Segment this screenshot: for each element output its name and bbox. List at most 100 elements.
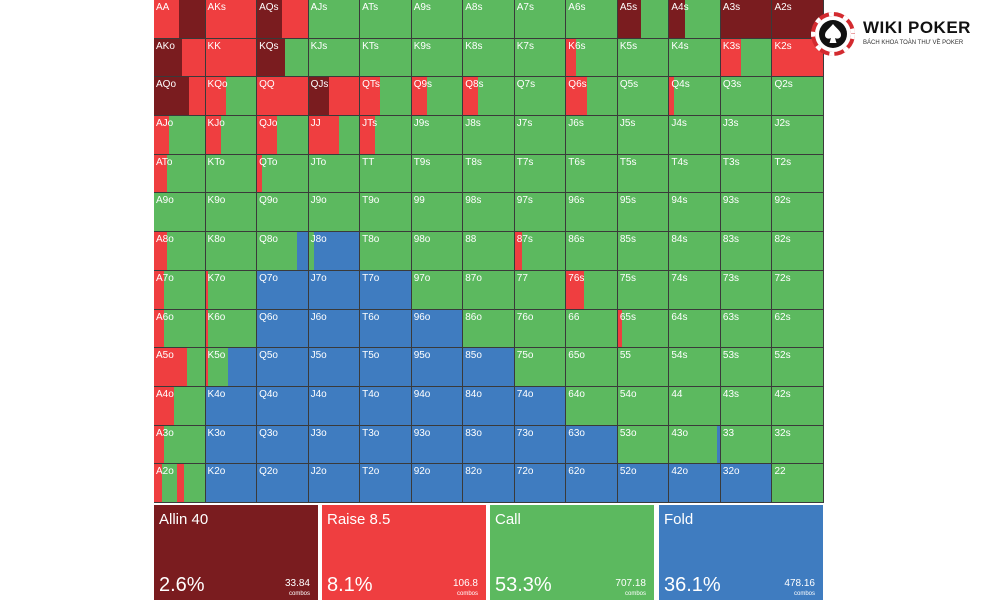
hand-cell[interactable]: 98s (463, 193, 515, 233)
hand-cell[interactable]: K7o (205, 270, 258, 310)
hand-cell[interactable]: 63o (566, 425, 618, 465)
hand-cell[interactable]: J4s (669, 116, 721, 155)
hand-cell[interactable]: T6o (360, 309, 412, 349)
hand-cell[interactable]: A6o (154, 309, 206, 349)
hand-cell[interactable]: 66 (566, 309, 618, 349)
hand-cell[interactable]: J6o (308, 309, 361, 349)
hand-cell[interactable]: J3s (720, 116, 773, 155)
hand-cell[interactable]: AJo (154, 116, 206, 155)
hand-cell[interactable]: 62o (566, 464, 618, 503)
hand-cell[interactable]: QTs (360, 77, 412, 117)
hand-cell[interactable]: 85s (617, 232, 670, 271)
summary-raise[interactable]: Raise 8.5 8.1% 106.8 combos (322, 505, 486, 600)
hand-cell[interactable]: J7o (308, 270, 361, 310)
hand-cell[interactable]: 94s (669, 193, 721, 233)
hand-cell[interactable]: T8s (463, 154, 515, 194)
hand-cell[interactable]: K9o (205, 193, 258, 233)
hand-cell[interactable]: A7s (514, 0, 567, 39)
hand-cell[interactable]: 83o (463, 425, 515, 465)
hand-cell[interactable]: 72s (772, 270, 824, 310)
hand-cell[interactable]: Q3o (257, 425, 309, 465)
summary-fold[interactable]: Fold 36.1% 478.16 combos (659, 505, 823, 600)
hand-cell[interactable]: Q4o (257, 386, 309, 426)
hand-cell[interactable]: 95s (617, 193, 670, 233)
hand-cell[interactable]: K2o (205, 464, 258, 503)
hand-cell[interactable]: JTo (308, 154, 361, 194)
hand-cell[interactable]: A3s (720, 0, 773, 39)
hand-cell[interactable]: T7s (514, 154, 567, 194)
hand-cell[interactable]: ATo (154, 154, 206, 194)
hand-cell[interactable]: AA (154, 0, 206, 39)
hand-cell[interactable]: 93o (411, 425, 464, 465)
hand-cell[interactable]: 99 (411, 193, 464, 233)
hand-cell[interactable]: 72o (514, 464, 567, 503)
hand-cell[interactable]: Q9s (411, 77, 464, 117)
hand-cell[interactable]: A3o (154, 425, 206, 465)
hand-cell[interactable]: A4s (669, 0, 721, 39)
summary-call[interactable]: Call 53.3% 707.18 combos (490, 505, 654, 600)
hand-cell[interactable]: K8s (463, 38, 515, 78)
hand-cell[interactable]: 22 (772, 464, 824, 503)
hand-cell[interactable]: K6s (566, 38, 618, 78)
hand-cell[interactable]: 92s (772, 193, 824, 233)
hand-cell[interactable]: 84o (463, 386, 515, 426)
hand-cell[interactable]: KJo (205, 116, 258, 155)
hand-cell[interactable]: 43s (720, 386, 773, 426)
hand-cell[interactable]: T3o (360, 425, 412, 465)
hand-cell[interactable]: J7s (514, 116, 567, 155)
hand-cell[interactable]: Q6s (566, 77, 618, 117)
hand-cell[interactable]: 95o (411, 348, 464, 387)
hand-cell[interactable]: 32s (772, 425, 824, 465)
hand-cell[interactable]: T6s (566, 154, 618, 194)
hand-cell[interactable]: K3s (720, 38, 773, 78)
hand-cell[interactable]: Q9o (257, 193, 309, 233)
hand-cell[interactable]: ATs (360, 0, 412, 39)
hand-cell[interactable]: Q8s (463, 77, 515, 117)
hand-cell[interactable]: KTs (360, 38, 412, 78)
hand-cell[interactable]: 63s (720, 309, 773, 349)
hand-cell[interactable]: 73s (720, 270, 773, 310)
hand-cell[interactable]: 86s (566, 232, 618, 271)
hand-cell[interactable]: 88 (463, 232, 515, 271)
hand-cell[interactable]: AJs (308, 0, 361, 39)
hand-cell[interactable]: 75o (514, 348, 567, 387)
hand-cell[interactable]: AQs (257, 0, 309, 39)
hand-cell[interactable]: 64s (669, 309, 721, 349)
hand-cell[interactable]: QQ (257, 77, 309, 117)
hand-cell[interactable]: J2s (772, 116, 824, 155)
hand-cell[interactable]: J5o (308, 348, 361, 387)
hand-cell[interactable]: KK (205, 38, 258, 78)
hand-cell[interactable]: K5s (617, 38, 670, 78)
hand-cell[interactable]: 76o (514, 309, 567, 349)
hand-cell[interactable]: K4o (205, 386, 258, 426)
hand-cell[interactable]: K4s (669, 38, 721, 78)
hand-cell[interactable]: A6s (566, 0, 618, 39)
hand-cell[interactable]: J8o (308, 232, 361, 271)
hand-cell[interactable]: 76s (566, 270, 618, 310)
hand-cell[interactable]: A4o (154, 386, 206, 426)
hand-cell[interactable]: A8o (154, 232, 206, 271)
hand-cell[interactable]: T2o (360, 464, 412, 503)
hand-cell[interactable]: 98o (411, 232, 464, 271)
hand-cell[interactable]: 74s (669, 270, 721, 310)
hand-cell[interactable]: Q3s (720, 77, 773, 117)
hand-cell[interactable]: KQo (205, 77, 258, 117)
hand-cell[interactable]: QJo (257, 116, 309, 155)
hand-cell[interactable]: 75s (617, 270, 670, 310)
hand-cell[interactable]: Q7s (514, 77, 567, 117)
hand-cell[interactable]: 65s (617, 309, 670, 349)
hand-cell[interactable]: KQs (257, 38, 309, 78)
hand-cell[interactable]: TT (360, 154, 412, 194)
hand-cell[interactable]: T4o (360, 386, 412, 426)
hand-cell[interactable]: QJs (308, 77, 361, 117)
hand-cell[interactable]: A9o (154, 193, 206, 233)
hand-cell[interactable]: Q2s (772, 77, 824, 117)
hand-cell[interactable]: T5s (617, 154, 670, 194)
hand-cell[interactable]: 43o (669, 425, 721, 465)
hand-cell[interactable]: JTs (360, 116, 412, 155)
hand-cell[interactable]: T9s (411, 154, 464, 194)
hand-cell[interactable]: 52o (617, 464, 670, 503)
hand-cell[interactable]: 42s (772, 386, 824, 426)
hand-cell[interactable]: 96s (566, 193, 618, 233)
hand-cell[interactable]: 85o (463, 348, 515, 387)
